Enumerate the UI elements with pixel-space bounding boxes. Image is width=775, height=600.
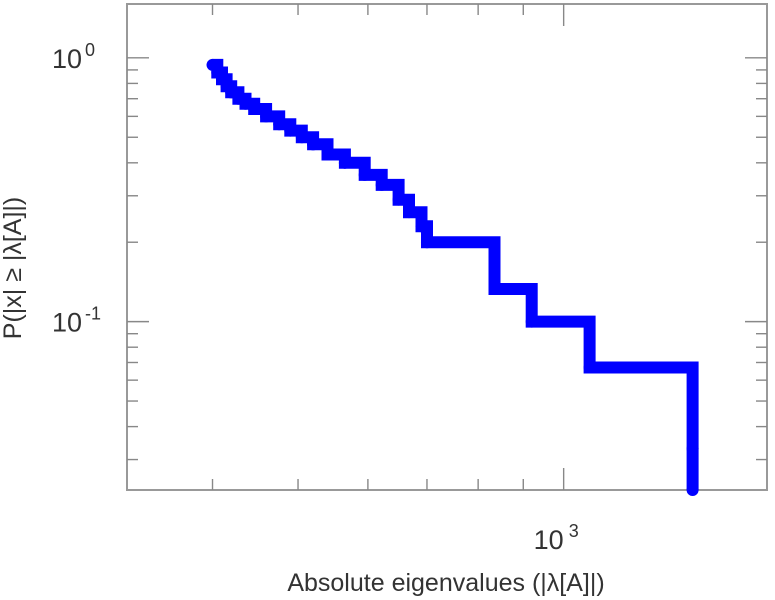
data-point <box>686 442 699 455</box>
plot-border <box>126 3 768 491</box>
data-point <box>420 236 433 249</box>
y-tick-label: 10 -1 <box>52 304 101 338</box>
x-tick-labels: 10 3 <box>534 521 579 555</box>
data-point <box>248 102 261 115</box>
data-point <box>392 193 405 206</box>
data-point <box>338 156 351 169</box>
y-axis-label: P(|x| ≥ |λ[A]|) <box>0 197 27 339</box>
data-point <box>307 138 320 151</box>
data-point <box>321 148 334 161</box>
data-point <box>488 282 501 295</box>
data-point <box>239 97 252 110</box>
minor-ticks <box>127 4 767 490</box>
data-point <box>403 206 416 219</box>
data-point <box>284 124 297 137</box>
data-point <box>686 484 699 496</box>
data-point <box>273 118 286 131</box>
y-tick-label: 10 0 <box>52 40 95 74</box>
data-point <box>295 131 308 144</box>
plot-frame <box>126 3 768 491</box>
x-axis-label: Absolute eigenvalues (|λ[A]|) <box>287 569 604 597</box>
data-point <box>583 361 596 374</box>
series-layer <box>206 58 699 496</box>
data-point <box>415 220 428 233</box>
data-point <box>375 178 388 191</box>
data-point <box>358 168 371 181</box>
data-point <box>260 110 273 123</box>
x-tick-label: 10 3 <box>534 521 579 555</box>
data-point <box>525 315 538 328</box>
series-line <box>211 58 699 490</box>
